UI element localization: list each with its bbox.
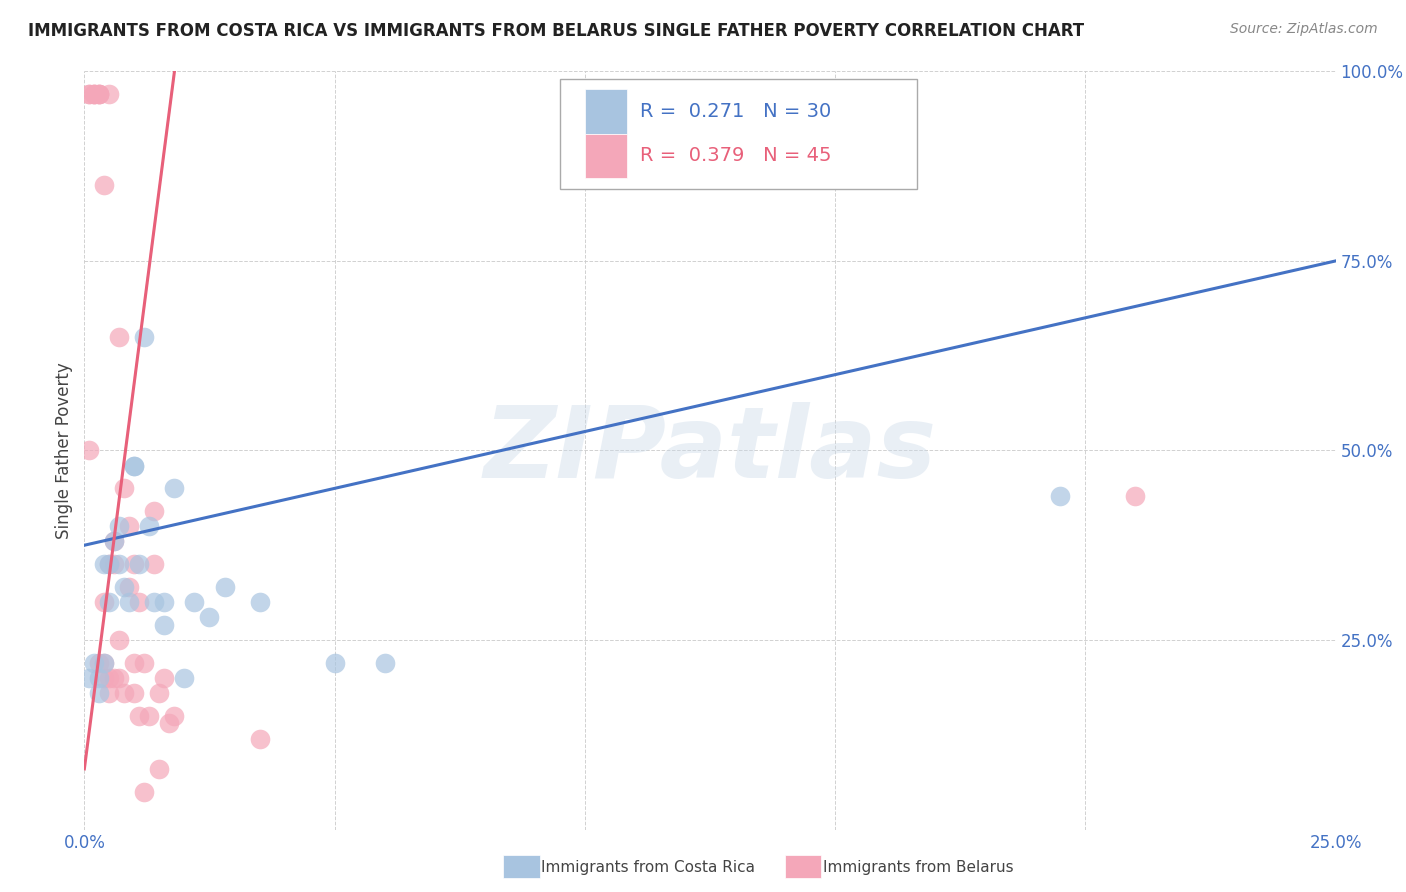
Point: [83, 87, 105, 102]
Point: [249, 595, 271, 609]
Point: [93, 656, 115, 670]
Point: [89, 87, 111, 102]
FancyBboxPatch shape: [585, 89, 627, 134]
Point: [108, 633, 131, 648]
Point: [249, 731, 271, 746]
Y-axis label: Single Father Poverty: Single Father Poverty: [55, 362, 73, 539]
Point: [374, 656, 396, 670]
Point: [138, 519, 160, 533]
Point: [134, 656, 156, 670]
Point: [112, 580, 135, 594]
Text: R =  0.271   N = 30: R = 0.271 N = 30: [640, 102, 831, 120]
Point: [108, 330, 131, 344]
Point: [163, 708, 186, 723]
Point: [134, 330, 156, 344]
Point: [93, 178, 115, 193]
Text: ZIPatlas: ZIPatlas: [484, 402, 936, 499]
Point: [89, 656, 111, 670]
Point: [89, 671, 111, 685]
Point: [98, 557, 121, 572]
Point: [89, 686, 111, 700]
Point: [108, 557, 131, 572]
Point: [1049, 489, 1071, 503]
Point: [124, 458, 146, 473]
Text: IMMIGRANTS FROM COSTA RICA VS IMMIGRANTS FROM BELARUS SINGLE FATHER POVERTY CORR: IMMIGRANTS FROM COSTA RICA VS IMMIGRANTS…: [28, 22, 1084, 40]
Point: [79, 87, 101, 102]
Point: [214, 580, 236, 594]
Point: [153, 595, 176, 609]
Point: [103, 534, 125, 549]
Point: [98, 671, 121, 685]
Point: [93, 656, 115, 670]
Text: Source: ZipAtlas.com: Source: ZipAtlas.com: [1230, 22, 1378, 37]
Point: [118, 595, 141, 609]
Point: [93, 595, 115, 609]
Point: [98, 595, 121, 609]
Point: [108, 519, 131, 533]
Point: [124, 557, 146, 572]
Point: [83, 87, 105, 102]
Point: [118, 519, 141, 533]
Point: [323, 656, 346, 670]
Point: [98, 87, 121, 102]
Point: [108, 671, 131, 685]
Text: Immigrants from Costa Rica: Immigrants from Costa Rica: [541, 860, 755, 874]
Point: [98, 686, 121, 700]
FancyBboxPatch shape: [560, 79, 917, 189]
Point: [183, 595, 205, 609]
Point: [79, 87, 101, 102]
Point: [89, 87, 111, 102]
Point: [83, 87, 105, 102]
Point: [198, 610, 221, 624]
Point: [143, 557, 166, 572]
Point: [1125, 489, 1147, 503]
Point: [83, 656, 105, 670]
Point: [128, 708, 150, 723]
Point: [124, 656, 146, 670]
Point: [103, 671, 125, 685]
Point: [103, 557, 125, 572]
Point: [98, 557, 121, 572]
Point: [159, 716, 181, 731]
Point: [89, 87, 111, 102]
Point: [163, 482, 186, 496]
Point: [124, 686, 146, 700]
Point: [148, 762, 170, 776]
Point: [153, 671, 176, 685]
Point: [173, 671, 195, 685]
Point: [138, 708, 160, 723]
Text: R =  0.379   N = 45: R = 0.379 N = 45: [640, 146, 831, 165]
Point: [128, 557, 150, 572]
Point: [128, 595, 150, 609]
Point: [112, 482, 135, 496]
Point: [118, 580, 141, 594]
Point: [93, 557, 115, 572]
Point: [143, 504, 166, 518]
Point: [79, 671, 101, 685]
Point: [124, 458, 146, 473]
FancyBboxPatch shape: [585, 134, 627, 178]
Point: [143, 595, 166, 609]
Point: [148, 686, 170, 700]
Point: [93, 671, 115, 685]
Point: [79, 443, 101, 458]
Point: [134, 785, 156, 799]
Point: [103, 534, 125, 549]
Point: [153, 617, 176, 632]
Point: [112, 686, 135, 700]
Text: Immigrants from Belarus: Immigrants from Belarus: [823, 860, 1014, 874]
